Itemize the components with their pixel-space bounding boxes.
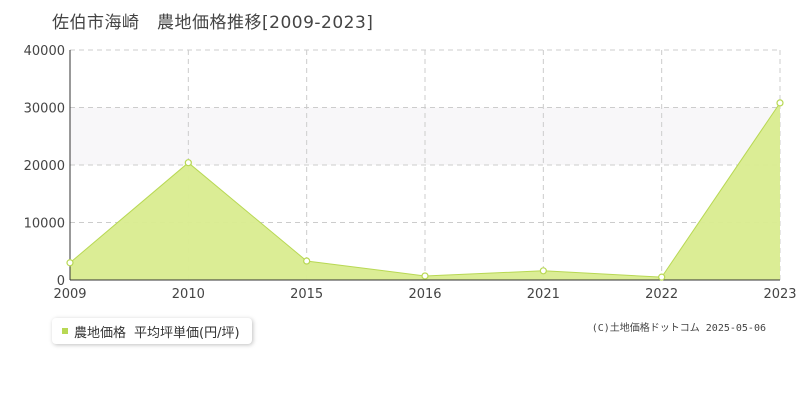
y-axis-labels: 0 10000 20000 30000 40000: [24, 44, 65, 289]
data-point: [421, 272, 429, 280]
x-tick-label: 2009: [53, 287, 86, 302]
y-tick-label: 20000: [24, 159, 65, 174]
data-point: [66, 259, 74, 267]
data-point: [539, 267, 547, 275]
x-axis-labels: 2009 2010 2015 2016 2021 2022 2023: [53, 287, 796, 302]
chart-title: 佐伯市海崎 農地価格推移[2009-2023]: [52, 13, 374, 33]
x-tick-label: 2022: [645, 287, 678, 302]
legend-series-label: 農地価格: [74, 325, 127, 341]
legend: 農地価格 平均坪単価(円/坪): [52, 318, 252, 344]
data-point: [658, 273, 666, 281]
y-tick-label: 30000: [24, 102, 65, 117]
x-tick-label: 2016: [408, 287, 441, 302]
x-tick-label: 2010: [172, 287, 205, 302]
x-tick-label: 2015: [290, 287, 323, 302]
data-points: [66, 99, 784, 281]
x-tick-label: 2023: [763, 287, 796, 302]
data-point: [184, 159, 192, 167]
series-area: [70, 102, 780, 281]
copyright-text: (C)土地価格ドットコム 2025-05-06: [591, 323, 766, 334]
x-tick-label: 2021: [527, 287, 560, 302]
legend-unit-label: 平均坪単価(円/坪): [134, 325, 240, 341]
y-tick-label: 10000: [24, 217, 65, 232]
y-tick-label: 40000: [24, 44, 65, 59]
y-tick-label: 0: [57, 274, 65, 289]
legend-swatch: [62, 328, 68, 334]
data-point: [776, 99, 784, 107]
data-point: [303, 257, 311, 265]
